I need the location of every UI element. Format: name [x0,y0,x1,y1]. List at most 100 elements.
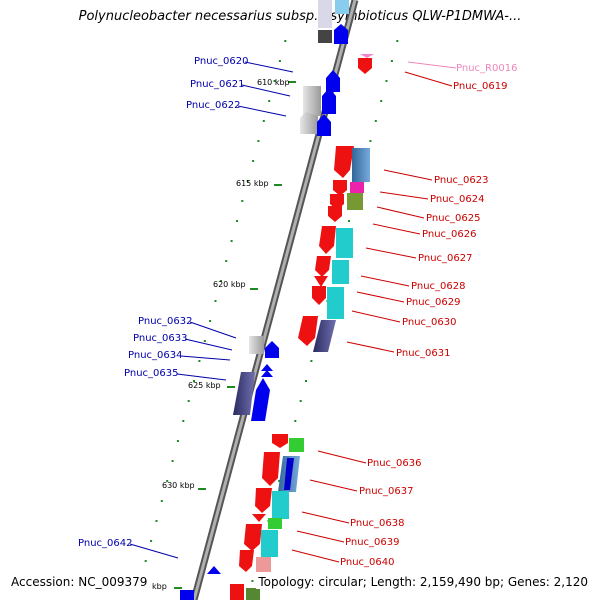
gene-block-pnuc0625[interactable] [347,193,363,210]
gene-label-pnuc0631[interactable]: Pnuc_0631 [396,348,450,359]
gene-label-pnuc0619[interactable]: Pnuc_0619 [453,81,507,92]
gene-block-pnuc0621[interactable] [303,86,321,116]
gene-label-pnuc0625[interactable]: Pnuc_0625 [426,213,480,224]
gc-dot [257,140,260,142]
gene-block[interactable] [180,590,194,600]
gene-label-pnuc0628[interactable]: Pnuc_0628 [411,281,465,292]
gene-label-pnuc0630[interactable]: Pnuc_0630 [402,317,456,328]
gene-label-pnuc0629[interactable]: Pnuc_0629 [406,297,460,308]
gene-block-pnuc0635[interactable] [233,372,255,415]
gene-arrow-pnuc0619[interactable] [358,58,372,74]
gene-arrow-pnuc0628b[interactable] [314,276,328,287]
gc-dot [182,420,185,422]
genome-summary-text: Topology: circular; Length: 2,159,490 bp… [256,575,590,589]
gc-dot [236,220,238,222]
gc-dot [193,380,195,382]
gene-arrow-pnuc0626[interactable] [328,206,342,222]
gene-label-pnuc0622[interactable]: Pnuc_0622 [186,100,240,111]
gene-label-pnuc0620[interactable]: Pnuc_0620 [194,56,248,67]
gene-arrow-pnuc0633[interactable] [265,341,279,358]
gene-arrow[interactable] [230,584,244,600]
gene-block[interactable] [318,30,332,43]
gc-dot [144,560,147,562]
gc-dot [262,120,265,122]
gc-dot [380,100,383,102]
map-title: Polynucleobacter necessarius subsp. asym… [78,9,522,24]
gene-block-pnuc0639a[interactable] [268,518,282,529]
kbp-label-620: 620 kbp [213,280,246,289]
gene-arrow-pnuc0629[interactable] [312,286,326,305]
gene-block-pnuc0639[interactable] [261,530,278,557]
gc-dot [251,580,254,582]
gc-dot [187,400,190,402]
kbp-label-610: 610 kbp [257,78,290,87]
gene-label-pnuc0640[interactable]: Pnuc_0640 [340,557,394,568]
gene-arrow-pnuc0630[interactable] [298,316,318,346]
gene-block-pnuc0627[interactable] [336,228,353,258]
forward-strand-genes [180,0,349,600]
gene-label-pnuc0639[interactable]: Pnuc_0639 [345,537,399,548]
gene-arrow-pnuc0637b[interactable] [255,488,272,513]
gene-block-pnuc0632[interactable] [249,336,264,354]
gene-block-pnuc0631[interactable] [313,320,336,352]
gene-arrow-pnuc0620[interactable] [326,70,340,92]
gene-block[interactable] [335,0,349,14]
gene-label-pnuc0642[interactable]: Pnuc_0642 [78,538,132,549]
gene-label-pnuc0637[interactable]: Pnuc_0637 [359,486,413,497]
gene-block-pnuc0622a[interactable] [300,112,318,134]
gene-label-pnucr0016[interactable]: Pnuc_R0016 [456,63,517,74]
gene-arrow-pnuc0640[interactable] [239,550,254,572]
gc-dot [230,240,233,242]
gene-label-pnuc0638[interactable]: Pnuc_0638 [350,518,404,529]
gene-block-pnuc0640[interactable] [256,557,271,572]
gene-block-pnuc0629[interactable] [327,287,344,319]
gene-label-pnuc0626[interactable]: Pnuc_0626 [422,229,476,240]
gene-block-pnuc0624[interactable] [350,182,364,193]
gene-arrow-pnuc0628a[interactable] [315,256,331,277]
gc-dot [166,480,169,482]
gene-rna-r0016[interactable] [360,54,374,58]
gene-label-pnuc0633[interactable]: Pnuc_0633 [133,333,187,344]
gene-label-pnuc0624[interactable]: Pnuc_0624 [430,194,484,205]
gene-arrow-pnuc0638[interactable] [252,514,266,522]
kbp-label-630: 630 kbp [162,481,195,490]
gene-arrow-pnuc0636[interactable] [272,434,288,448]
gene-arrow[interactable] [334,24,348,44]
gene-label-pnuc0627[interactable]: Pnuc_0627 [418,253,472,264]
gene-block[interactable] [318,0,332,28]
accession-text: Accession: NC_009379 [9,575,150,589]
gene-arrow-pnuc0621[interactable] [322,88,336,114]
gene-arrow-pnuc0634b[interactable] [261,370,273,377]
gene-arrow-pnuc0627[interactable] [319,226,336,254]
gene-label-pnuc0636[interactable]: Pnuc_0636 [367,458,421,469]
gene-label-pnuc0635[interactable]: Pnuc_0635 [124,368,178,379]
gene-label-pnuc0623[interactable]: Pnuc_0623 [434,175,488,186]
reverse-strand-genes [230,54,374,600]
gc-dot [369,140,372,142]
gene-block-pnuc0638[interactable] [272,491,289,519]
gc-dot [284,40,287,42]
gene-block-pnuc0628[interactable] [332,260,349,284]
gc-dot [160,500,163,502]
gene-arrow-pnuc0642[interactable] [207,566,221,574]
gene-label-pnuc0634[interactable]: Pnuc_0634 [128,350,182,361]
gene-arrow-pnuc0622[interactable] [317,114,331,136]
gc-dot [390,60,393,62]
gene-label-pnuc0632[interactable]: Pnuc_0632 [138,316,192,327]
gene-arrow-pnuc0634a[interactable] [261,364,273,371]
gc-dot [268,100,271,102]
kbp-ticks [174,81,296,589]
gc-dot [225,260,228,262]
gene-arrow-pnuc0635[interactable] [251,378,270,421]
gene-arrow-pnuc0623[interactable] [334,146,354,178]
gc-dot [150,540,153,542]
gene-label-pnuc0621[interactable]: Pnuc_0621 [190,79,244,90]
gene-block-pnuc0636[interactable] [289,438,304,452]
gene-arrow-pnuc0637a[interactable] [262,452,280,486]
genome-summary-value: Topology: circular; Length: 2,159,490 bp… [256,575,590,589]
gene-arrow-pnuc0639[interactable] [244,524,262,551]
gene-arrow-pnuc0624[interactable] [333,180,347,196]
gene-block-pnuc0623[interactable] [352,148,370,182]
gene-block[interactable] [246,588,260,600]
